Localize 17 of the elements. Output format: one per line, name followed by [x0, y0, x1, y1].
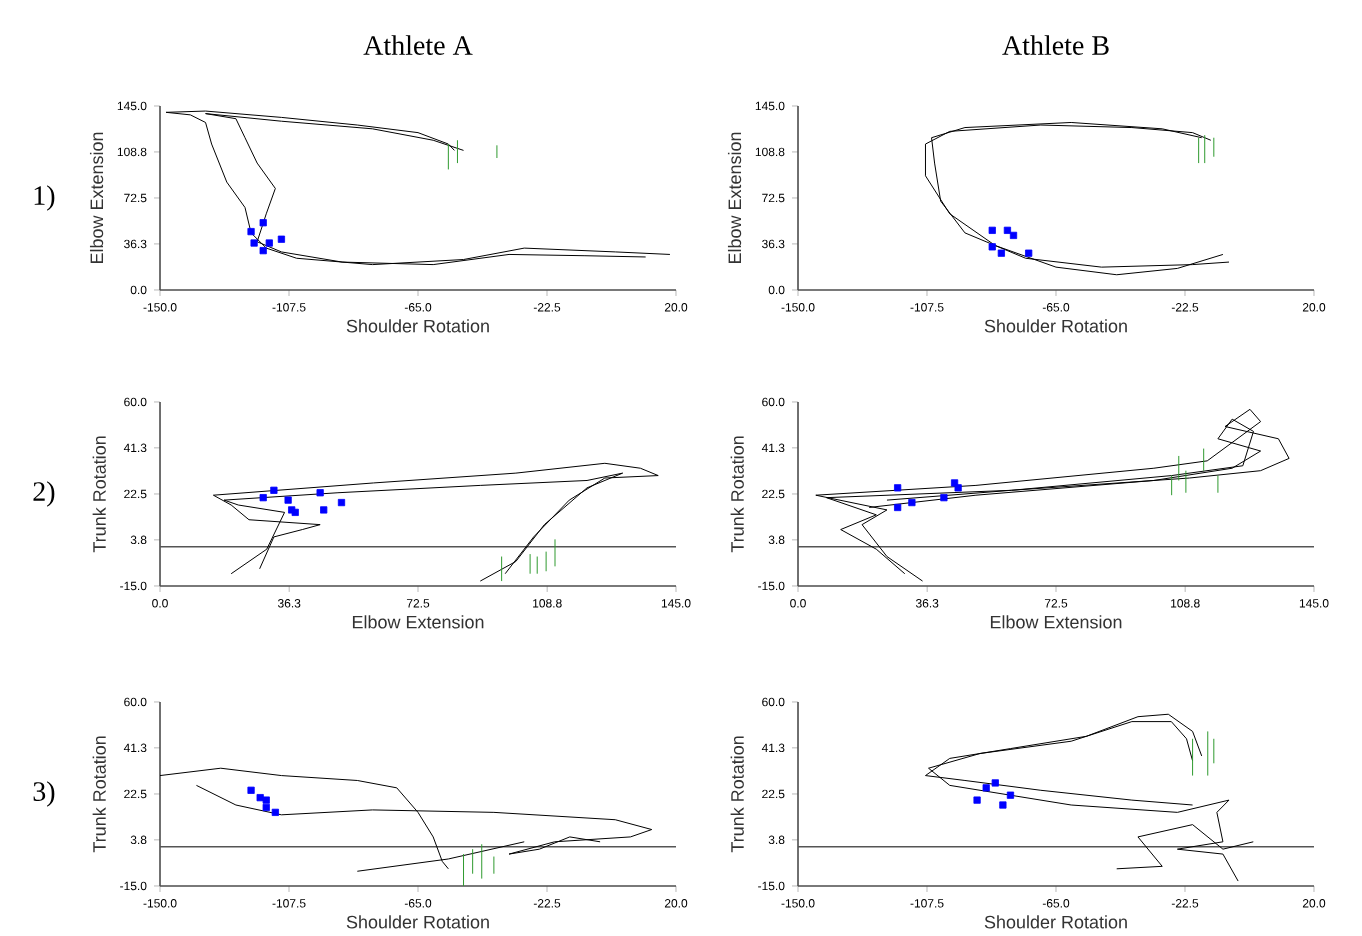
x-axis-title: Shoulder Rotation: [984, 915, 1127, 929]
y-axis-title: Elbow Extension: [727, 132, 742, 264]
y-axis-title: Trunk Rotation: [730, 436, 744, 553]
x-axis-title: Shoulder Rotation: [984, 319, 1127, 333]
y-axis-title: Elbow Extension: [89, 132, 104, 264]
chart-title: Athlete B: [1002, 35, 1109, 55]
x-axis-title: Elbow Extension: [352, 615, 484, 629]
x-axis-title: Shoulder Rotation: [346, 915, 489, 929]
text: 1): [34, 185, 55, 211]
x-axis-title: Elbow Extension: [990, 615, 1122, 629]
text: 3): [33, 781, 55, 807]
y-axis-title: Trunk Rotation: [92, 436, 106, 553]
text: 2): [33, 481, 55, 507]
chart-title: Athlete A: [363, 35, 473, 55]
y-axis-title: Trunk Rotation: [730, 736, 744, 853]
x-axis-title: Shoulder Rotation: [346, 319, 489, 333]
y-axis-title: Trunk Rotation: [92, 736, 106, 853]
